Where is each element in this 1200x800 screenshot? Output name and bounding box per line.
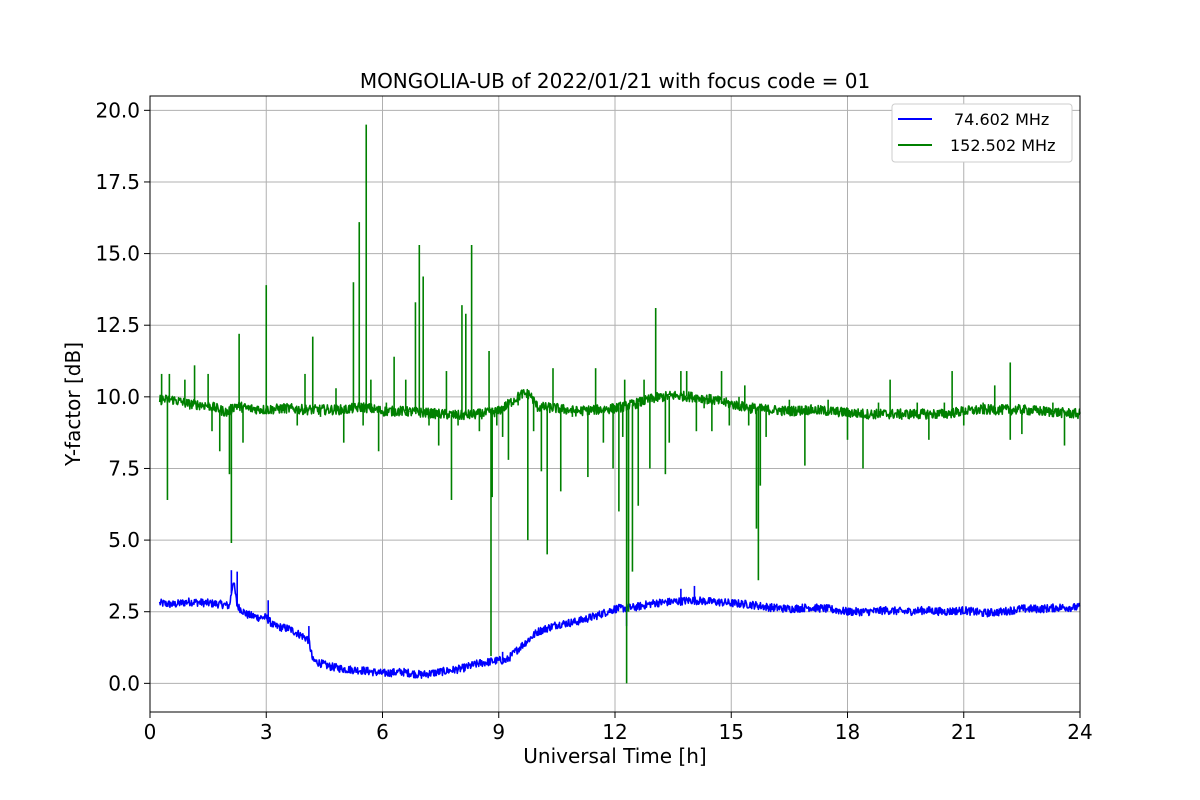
legend-box bbox=[891, 103, 1073, 163]
x-axis-label: Universal Time [h] bbox=[523, 744, 706, 768]
y-tick-label: 15.0 bbox=[95, 242, 140, 266]
y-tick-label: 0.0 bbox=[108, 671, 140, 695]
y-axis: 0.0 2.5 5.0 7.5 10.0 12.5 15.0 17.5 20.0 bbox=[95, 98, 150, 695]
series-1-line bbox=[158, 582, 1081, 679]
x-tick-label: 24 bbox=[1067, 720, 1092, 744]
y-tick-label: 12.5 bbox=[95, 313, 140, 337]
y-tick-label: 7.5 bbox=[108, 456, 140, 480]
legend-label-2: 152.502 MHz bbox=[950, 136, 1055, 155]
legend: 74.602 MHz 152.502 MHz bbox=[891, 103, 1073, 163]
y-axis-label: Y-factor [dB] bbox=[61, 342, 85, 467]
x-tick-label: 15 bbox=[719, 720, 744, 744]
x-axis: 0 3 6 9 12 15 18 21 24 bbox=[144, 712, 1093, 744]
x-tick-label: 0 bbox=[144, 720, 157, 744]
y-tick-label: 17.5 bbox=[95, 170, 140, 194]
x-tick-label: 12 bbox=[602, 720, 627, 744]
y-tick-label: 5.0 bbox=[108, 528, 140, 552]
x-tick-label: 6 bbox=[376, 720, 389, 744]
y-tick-label: 2.5 bbox=[108, 600, 140, 624]
x-tick-label: 9 bbox=[492, 720, 505, 744]
series-layer bbox=[158, 124, 1081, 684]
chart-title: MONGOLIA-UB of 2022/01/21 with focus cod… bbox=[360, 69, 870, 93]
y-tick-label: 10.0 bbox=[95, 385, 140, 409]
x-tick-label: 18 bbox=[835, 720, 860, 744]
legend-label-1: 74.602 MHz bbox=[954, 110, 1049, 129]
x-tick-label: 21 bbox=[951, 720, 976, 744]
x-tick-label: 3 bbox=[260, 720, 273, 744]
y-tick-label: 20.0 bbox=[95, 98, 140, 122]
